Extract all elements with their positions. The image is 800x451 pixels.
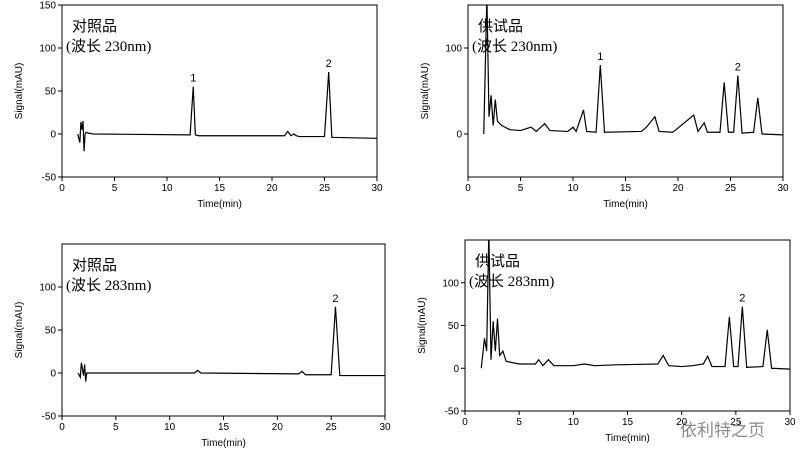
peak-label: 2 xyxy=(326,58,332,70)
x-axis-label: Time(min) xyxy=(201,438,246,449)
signal-line xyxy=(77,72,377,152)
x-tick-label: 0 xyxy=(59,422,65,433)
y-tick-label: 100 xyxy=(442,278,459,289)
x-tick-label: 5 xyxy=(516,417,522,428)
x-tick-label: 30 xyxy=(784,417,796,428)
x-tick-label: 10 xyxy=(164,422,176,433)
x-axis-label: Time(min) xyxy=(603,199,648,210)
x-tick-label: 20 xyxy=(672,183,684,194)
peak-label: 1 xyxy=(190,73,196,85)
x-tick-label: 15 xyxy=(218,422,230,433)
peak-label: 1 xyxy=(597,51,603,63)
x-tick-label: 30 xyxy=(371,183,383,194)
y-tick-label: 0 xyxy=(50,130,56,141)
peak-label: 2 xyxy=(332,293,338,305)
x-tick-label: 20 xyxy=(272,422,284,433)
y-tick-label: 50 xyxy=(448,321,460,332)
y-tick-label: 0 xyxy=(453,364,459,375)
x-axis-label: Time(min) xyxy=(605,433,650,444)
sample-subtitle: (波长 283nm) xyxy=(469,273,554,290)
x-tick-label: 10 xyxy=(568,417,580,428)
sample-subtitle: (波长 283nm) xyxy=(66,277,151,294)
y-axis-label: Signal(mAU) xyxy=(14,63,25,120)
x-tick-label: 25 xyxy=(326,422,338,433)
y-tick-label: 150 xyxy=(39,1,56,12)
x-tick-label: 5 xyxy=(112,183,118,194)
watermark: 依利特之页 xyxy=(680,421,765,440)
x-tick-label: 0 xyxy=(465,183,471,194)
x-tick-label: 15 xyxy=(620,183,632,194)
signal-line xyxy=(483,5,783,136)
x-tick-label: 15 xyxy=(622,417,634,428)
peak-label: 2 xyxy=(735,62,741,74)
sample-title: 对照品 xyxy=(72,257,117,274)
x-tick-label: 25 xyxy=(319,183,331,194)
sample-subtitle: (波长 230nm) xyxy=(472,38,557,55)
y-axis-label: Signal(mAU) xyxy=(417,297,428,354)
y-tick-label: -50 xyxy=(445,407,460,418)
x-tick-label: 30 xyxy=(379,422,391,433)
peak-label: 2 xyxy=(739,293,745,305)
sample-title: 供试品 xyxy=(478,18,523,35)
y-tick-label: 100 xyxy=(445,44,462,55)
x-tick-label: 5 xyxy=(518,183,524,194)
y-tick-label: -50 xyxy=(42,173,57,184)
y-axis-label: Signal(mAU) xyxy=(420,63,431,120)
y-tick-label: 100 xyxy=(39,283,56,294)
y-tick-label: 100 xyxy=(39,44,56,55)
y-tick-label: -50 xyxy=(42,412,57,423)
x-axis-label: Time(min) xyxy=(197,199,242,210)
x-tick-label: 15 xyxy=(214,183,226,194)
x-tick-label: 10 xyxy=(567,183,579,194)
x-tick-label: 20 xyxy=(676,417,688,428)
sample-subtitle: (波长 230nm) xyxy=(66,38,151,55)
sample-title: 供试品 xyxy=(475,253,520,270)
y-tick-label: 0 xyxy=(50,369,56,380)
x-tick-label: 10 xyxy=(161,183,173,194)
x-tick-label: 25 xyxy=(725,183,737,194)
x-tick-label: 0 xyxy=(462,417,468,428)
x-tick-label: 25 xyxy=(730,417,742,428)
x-tick-label: 30 xyxy=(777,183,789,194)
y-tick-label: 50 xyxy=(45,326,57,337)
signal-line xyxy=(77,306,385,382)
y-tick-label: 50 xyxy=(45,87,57,98)
x-tick-label: 5 xyxy=(113,422,119,433)
signal-line xyxy=(480,240,790,370)
x-tick-label: 0 xyxy=(59,183,65,194)
sample-title: 对照品 xyxy=(72,18,117,35)
y-tick-label: 0 xyxy=(456,130,462,141)
y-axis-label: Signal(mAU) xyxy=(14,302,25,359)
x-tick-label: 20 xyxy=(266,183,278,194)
